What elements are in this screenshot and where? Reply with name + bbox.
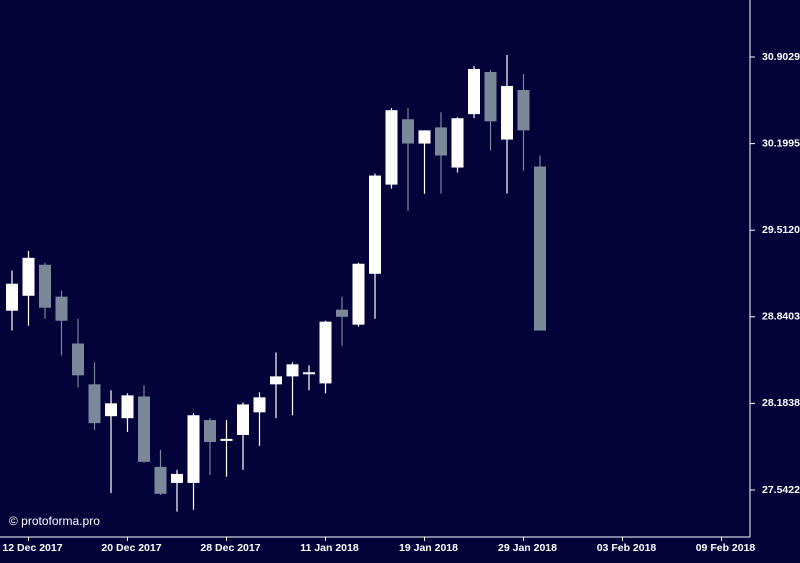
candle-body [319, 321, 332, 384]
candle-body [484, 72, 497, 122]
candle-body [220, 438, 233, 441]
candle-body [468, 68, 480, 115]
candle-body [105, 403, 117, 417]
candle-body [55, 296, 68, 321]
candle-body [270, 376, 282, 385]
candle-body [534, 166, 546, 331]
candle-body [501, 85, 513, 140]
candle-body [418, 130, 431, 144]
candle-body [369, 175, 381, 274]
x-tick-label: 03 Feb 2018 [597, 542, 657, 554]
x-tick-label: 20 Dec 2017 [101, 542, 161, 554]
y-tick-label: 29.5120 [762, 224, 800, 236]
x-tick-label: 12 Dec 2017 [2, 542, 62, 554]
candle-body [237, 404, 249, 435]
x-tick-label: 19 Jan 2018 [399, 542, 458, 554]
candle-body [517, 90, 530, 131]
x-tick-label: 28 Dec 2017 [200, 542, 260, 554]
x-tick-label: 29 Jan 2018 [498, 542, 557, 554]
y-tick-label: 30.9029 [762, 51, 800, 63]
candle-body [303, 372, 315, 375]
candle-body [138, 396, 150, 462]
x-tick-label: 11 Jan 2018 [300, 542, 359, 554]
y-tick-label: 27.5422 [762, 484, 800, 496]
watermark: © protoforma.pro [9, 514, 100, 528]
y-tick-label: 30.1995 [762, 137, 800, 149]
candle-body [402, 119, 414, 144]
candle-body [385, 110, 398, 185]
y-tick-label: 28.1838 [762, 397, 800, 409]
candle-body [6, 283, 18, 311]
candle-body [187, 415, 200, 483]
candle-body [253, 397, 266, 413]
candle-body [204, 420, 216, 442]
candle-body [121, 395, 134, 419]
candle-body [72, 343, 84, 376]
candle-body [352, 263, 365, 325]
candle-body [22, 257, 35, 296]
candle-body [171, 473, 183, 483]
candle-body [451, 118, 464, 168]
candle-body [286, 364, 299, 377]
candle-body [336, 309, 348, 317]
candle-body [154, 466, 167, 494]
candle-body [435, 127, 447, 156]
candle-body [88, 384, 101, 424]
y-tick-label: 28.8403 [762, 311, 800, 323]
candle-body [39, 264, 51, 308]
x-tick-label: 09 Feb 2018 [696, 542, 756, 554]
